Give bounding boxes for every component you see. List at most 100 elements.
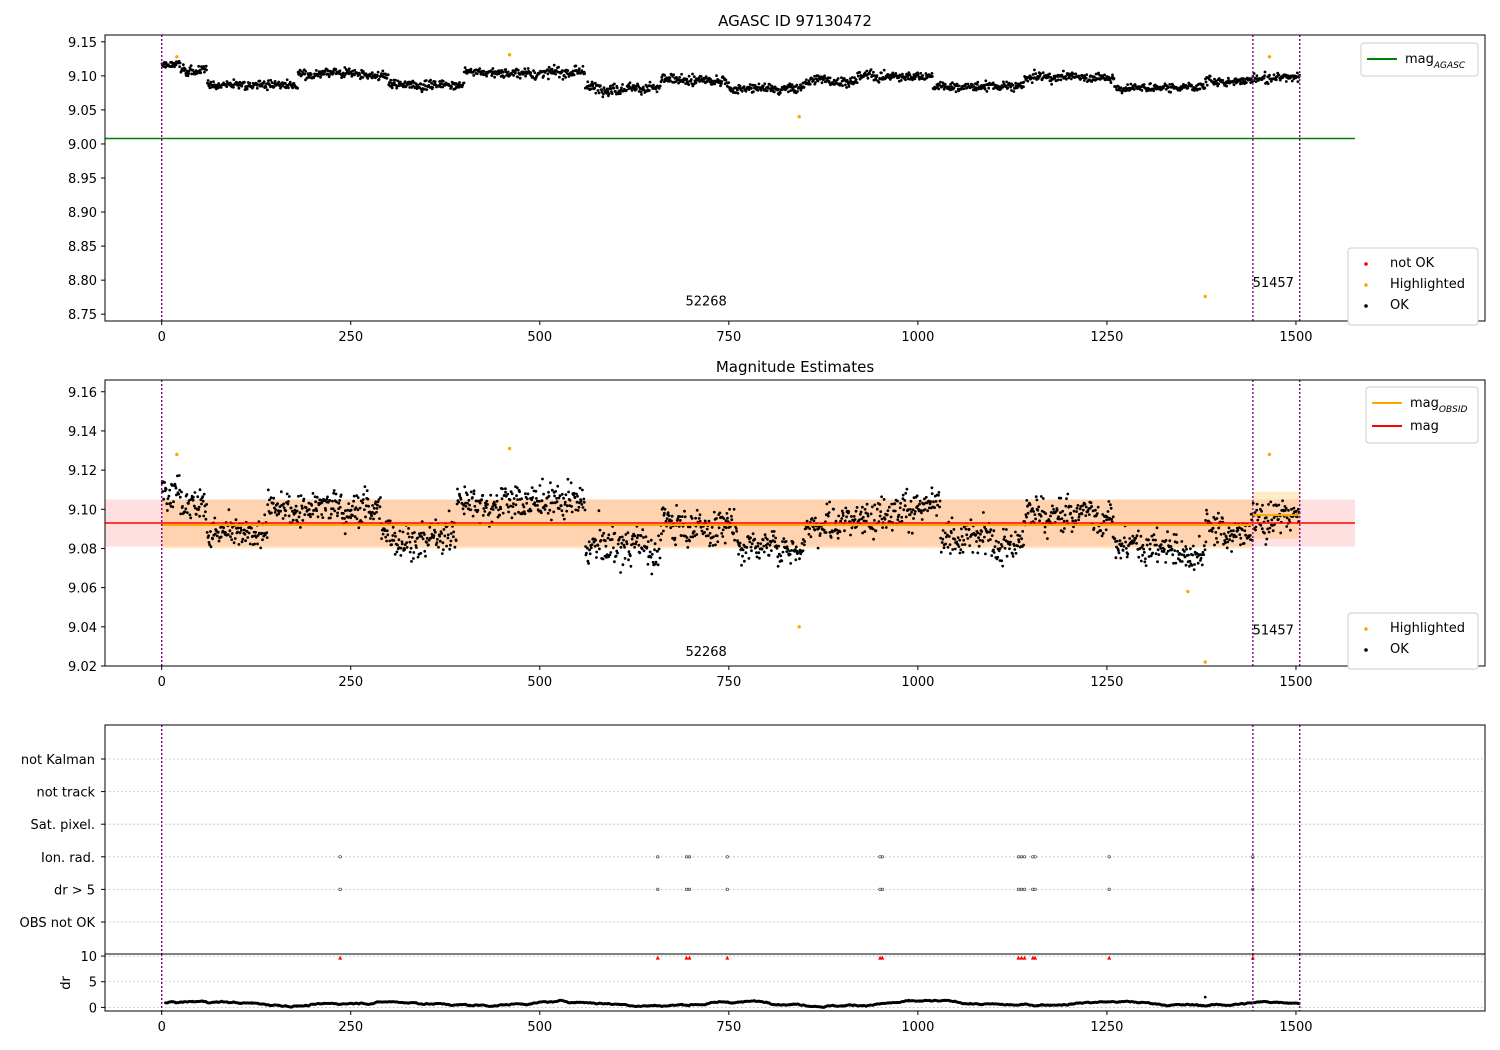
ok-point xyxy=(596,544,600,547)
ok-point xyxy=(354,506,358,510)
ok-point xyxy=(837,514,841,518)
ok-point xyxy=(246,536,250,539)
ok-point xyxy=(172,500,175,504)
ok-point xyxy=(721,535,725,538)
ok-point xyxy=(1267,503,1270,506)
ok-point xyxy=(594,91,598,95)
ok-point xyxy=(314,69,318,72)
ok-point xyxy=(630,89,634,92)
ok-point xyxy=(1001,564,1005,568)
ok-point xyxy=(1094,508,1097,512)
ok-point xyxy=(517,510,520,514)
ok-point xyxy=(625,542,629,546)
ok-point xyxy=(1061,530,1065,534)
ok-point xyxy=(481,514,485,517)
ok-point xyxy=(711,544,715,547)
ok-point xyxy=(538,484,542,487)
ok-point xyxy=(613,531,617,535)
ok-point xyxy=(448,547,452,551)
ok-point xyxy=(1242,542,1246,545)
ok-point xyxy=(1020,537,1023,541)
ok-point xyxy=(780,559,784,563)
ok-point xyxy=(642,536,645,539)
ok-point xyxy=(1296,71,1299,75)
ok-point xyxy=(1195,555,1199,559)
ok-point xyxy=(605,556,608,559)
ok-point xyxy=(483,510,487,513)
ok-point xyxy=(566,69,570,72)
ok-point xyxy=(715,534,719,538)
ok-point xyxy=(1084,514,1088,517)
ok-point xyxy=(1184,563,1188,567)
ok-point xyxy=(604,544,608,548)
ok-point xyxy=(663,507,667,511)
ok-point xyxy=(977,536,980,540)
ok-point xyxy=(844,83,847,87)
ok-point xyxy=(756,541,760,545)
ok-point xyxy=(458,494,462,498)
ok-point xyxy=(506,492,510,496)
ok-point xyxy=(462,81,466,85)
ok-point xyxy=(1119,556,1123,560)
ok-point xyxy=(1107,76,1111,79)
ok-point xyxy=(392,539,396,542)
ok-point xyxy=(943,531,947,535)
ok-point xyxy=(1164,561,1168,564)
ok-point xyxy=(323,70,327,73)
ok-point xyxy=(516,75,520,79)
ok-point xyxy=(812,78,816,81)
ok-point xyxy=(561,77,565,81)
ok-point xyxy=(415,546,418,549)
ok-point xyxy=(722,517,726,520)
x-tick-label: 1250 xyxy=(1090,675,1123,690)
ok-point xyxy=(581,488,584,492)
ok-point xyxy=(403,543,407,547)
ok-point xyxy=(531,496,535,499)
ok-point xyxy=(546,511,550,515)
ok-point xyxy=(231,525,234,529)
ok-point xyxy=(279,490,283,494)
ok-point xyxy=(489,493,493,497)
legend-marker xyxy=(1364,648,1368,652)
ok-point xyxy=(584,545,587,548)
ok-point xyxy=(550,67,554,71)
ok-point xyxy=(199,71,203,75)
ok-point xyxy=(688,525,692,529)
ok-point xyxy=(854,509,858,513)
ok-point xyxy=(648,89,651,92)
ok-point xyxy=(909,508,912,511)
ok-point xyxy=(1263,531,1266,535)
ok-point xyxy=(1131,534,1135,538)
y-tick-label: 8.85 xyxy=(68,240,97,255)
ok-point xyxy=(433,530,437,534)
ok-point xyxy=(165,502,169,506)
ok-point xyxy=(623,557,627,560)
ok-point xyxy=(665,517,669,520)
ok-point xyxy=(386,533,390,537)
ok-point xyxy=(808,527,812,530)
ok-point xyxy=(761,84,765,88)
ok-point xyxy=(273,511,277,514)
ok-point xyxy=(534,489,538,493)
ok-point xyxy=(272,85,276,89)
ok-point xyxy=(736,540,740,544)
ok-point xyxy=(351,514,355,517)
ok-point xyxy=(635,536,639,540)
ok-point xyxy=(878,514,882,518)
ok-point xyxy=(610,92,614,95)
legend-marker xyxy=(1364,262,1368,266)
ok-point xyxy=(560,69,564,73)
ok-point xyxy=(373,512,376,516)
ok-point xyxy=(659,538,662,542)
ok-point xyxy=(1017,538,1021,542)
ok-point xyxy=(1232,83,1236,87)
ok-point xyxy=(660,532,663,536)
ok-point xyxy=(1166,530,1169,534)
ok-point xyxy=(1062,69,1065,73)
ok-point xyxy=(522,510,526,514)
ok-point xyxy=(816,79,820,83)
ok-point xyxy=(1255,74,1259,78)
ok-point xyxy=(592,540,596,544)
ok-point xyxy=(164,65,168,69)
ok-point xyxy=(1155,543,1158,547)
